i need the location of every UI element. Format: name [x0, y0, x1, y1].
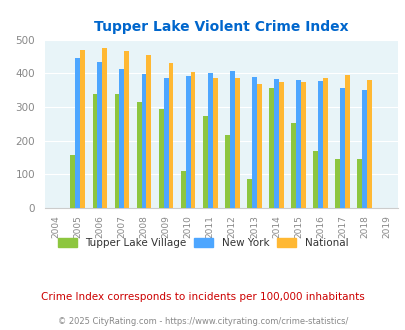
- Bar: [273, 79, 278, 208]
- Bar: [185, 76, 190, 208]
- Bar: [80, 50, 85, 208]
- Bar: [361, 90, 366, 208]
- Bar: [114, 94, 119, 208]
- Bar: [207, 73, 212, 208]
- Bar: [313, 151, 318, 208]
- Bar: [234, 78, 239, 208]
- Bar: [252, 77, 256, 208]
- Bar: [356, 159, 361, 208]
- Legend: Tupper Lake Village, New York, National: Tupper Lake Village, New York, National: [53, 234, 352, 252]
- Bar: [290, 123, 295, 208]
- Bar: [158, 109, 163, 208]
- Bar: [97, 62, 102, 208]
- Title: Tupper Lake Violent Crime Index: Tupper Lake Violent Crime Index: [94, 20, 348, 34]
- Bar: [202, 116, 207, 208]
- Bar: [229, 71, 234, 208]
- Text: Crime Index corresponds to incidents per 100,000 inhabitants: Crime Index corresponds to incidents per…: [41, 292, 364, 302]
- Bar: [102, 49, 107, 208]
- Bar: [70, 155, 75, 208]
- Bar: [278, 82, 283, 208]
- Bar: [269, 88, 273, 208]
- Bar: [119, 69, 124, 208]
- Bar: [318, 81, 322, 208]
- Bar: [163, 78, 168, 208]
- Bar: [75, 58, 80, 208]
- Bar: [247, 179, 252, 208]
- Bar: [92, 94, 97, 208]
- Bar: [224, 135, 229, 208]
- Bar: [212, 78, 217, 208]
- Bar: [136, 102, 141, 208]
- Bar: [339, 88, 344, 208]
- Bar: [300, 82, 305, 208]
- Bar: [335, 159, 339, 208]
- Bar: [344, 75, 349, 208]
- Bar: [141, 74, 146, 208]
- Bar: [124, 51, 129, 208]
- Bar: [256, 84, 261, 208]
- Bar: [146, 55, 151, 208]
- Bar: [322, 78, 327, 208]
- Bar: [366, 80, 371, 208]
- Bar: [180, 171, 185, 208]
- Bar: [168, 63, 173, 208]
- Bar: [295, 80, 300, 208]
- Text: © 2025 CityRating.com - https://www.cityrating.com/crime-statistics/: © 2025 CityRating.com - https://www.city…: [58, 317, 347, 326]
- Bar: [190, 72, 195, 208]
